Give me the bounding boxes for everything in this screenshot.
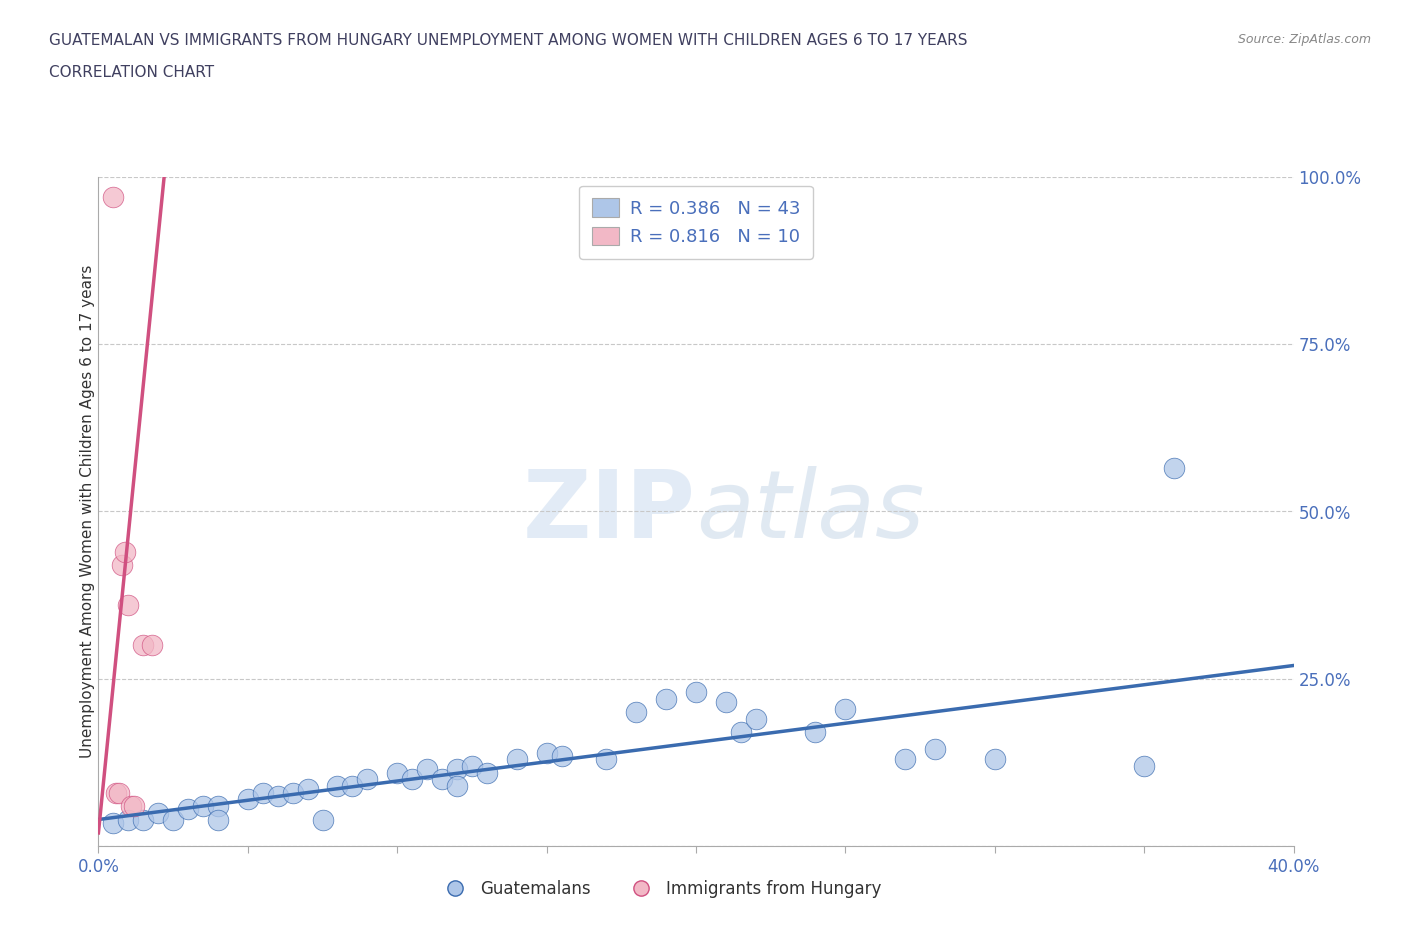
Point	[132, 812, 155, 827]
Point	[103, 190, 125, 205]
Point	[120, 799, 142, 814]
Point	[461, 759, 484, 774]
Point	[124, 799, 146, 814]
Point	[416, 762, 439, 777]
Point	[267, 789, 290, 804]
Point	[924, 742, 946, 757]
Point	[105, 785, 128, 800]
Point	[108, 785, 131, 800]
Point	[536, 745, 558, 760]
Point	[894, 751, 917, 766]
Point	[745, 711, 768, 726]
Point	[111, 558, 134, 573]
Point	[103, 816, 125, 830]
Point	[401, 772, 423, 787]
Point	[714, 695, 737, 710]
Text: GUATEMALAN VS IMMIGRANTS FROM HUNGARY UNEMPLOYMENT AMONG WOMEN WITH CHILDREN AGE: GUATEMALAN VS IMMIGRANTS FROM HUNGARY UN…	[49, 33, 967, 47]
Point	[297, 782, 319, 797]
Point	[342, 778, 364, 793]
Point	[430, 772, 453, 787]
Point	[506, 751, 529, 766]
Point	[1133, 759, 1156, 774]
Point	[326, 778, 349, 793]
Text: CORRELATION CHART: CORRELATION CHART	[49, 65, 214, 80]
Y-axis label: Unemployment Among Women with Children Ages 6 to 17 years: Unemployment Among Women with Children A…	[80, 265, 94, 758]
Point	[207, 812, 229, 827]
Point	[1163, 460, 1185, 475]
Point	[550, 749, 572, 764]
Point	[236, 792, 259, 807]
Point	[117, 598, 139, 613]
Point	[162, 812, 184, 827]
Point	[595, 751, 617, 766]
Point	[207, 799, 229, 814]
Point	[385, 765, 409, 780]
Point	[624, 705, 647, 720]
Point	[191, 799, 214, 814]
Text: ZIP: ZIP	[523, 466, 696, 557]
Point	[446, 778, 468, 793]
Text: Source: ZipAtlas.com: Source: ZipAtlas.com	[1237, 33, 1371, 46]
Point	[252, 785, 274, 800]
Point	[117, 812, 139, 827]
Point	[685, 684, 707, 699]
Point	[804, 725, 827, 740]
Point	[356, 772, 378, 787]
Text: atlas: atlas	[696, 466, 924, 557]
Point	[148, 805, 170, 820]
Point	[141, 638, 163, 653]
Point	[114, 544, 136, 559]
Point	[475, 765, 498, 780]
Point	[655, 692, 678, 707]
Point	[281, 785, 304, 800]
Point	[446, 762, 468, 777]
Point	[730, 725, 752, 740]
Point	[311, 812, 333, 827]
Point	[132, 638, 155, 653]
Point	[983, 751, 1005, 766]
Legend: Guatemalans, Immigrants from Hungary: Guatemalans, Immigrants from Hungary	[432, 873, 889, 905]
Point	[177, 802, 200, 817]
Point	[834, 701, 856, 716]
